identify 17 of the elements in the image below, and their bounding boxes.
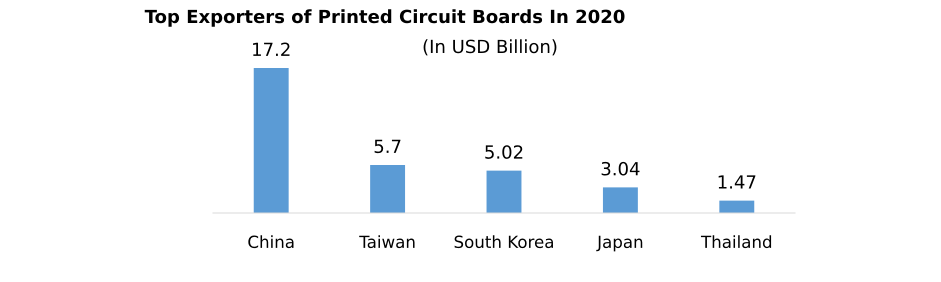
x-tick-label: Taiwan xyxy=(359,235,415,248)
bar xyxy=(602,187,638,213)
bar xyxy=(370,164,406,213)
data-label: 3.04 xyxy=(602,162,640,176)
x-tick-label: Thailand xyxy=(700,235,772,248)
bar xyxy=(486,170,522,213)
x-tick-label: South Korea xyxy=(454,235,553,248)
bar xyxy=(254,68,289,213)
bar xyxy=(719,200,754,213)
chart-subtitle: (In USD Billion) xyxy=(424,39,556,56)
data-label: 5.7 xyxy=(374,140,400,154)
data-label: 1.47 xyxy=(718,175,756,189)
chart-title: Top Exporters of Printed Circuit Boards In 2020 xyxy=(144,9,624,27)
data-label: 5.02 xyxy=(485,145,522,159)
x-tick-label: Japan xyxy=(596,236,642,252)
x-tick-label: China xyxy=(248,235,294,248)
data-label: 17.2 xyxy=(253,42,290,56)
